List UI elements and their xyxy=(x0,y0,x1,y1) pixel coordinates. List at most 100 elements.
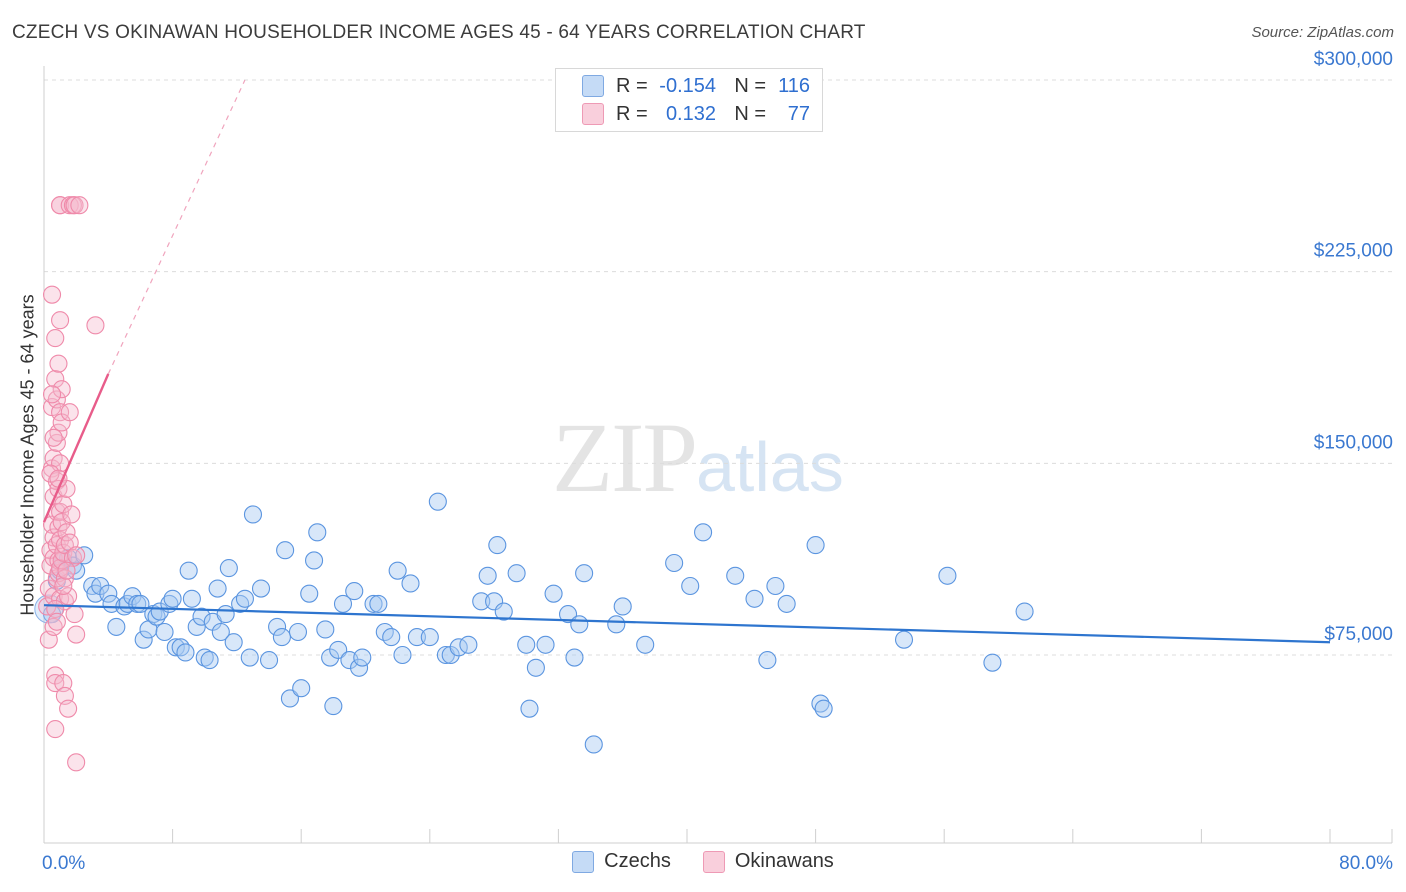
r-value: 0.132 xyxy=(665,102,716,125)
czech-point xyxy=(507,564,526,583)
series-legend: Czechs Okinawans xyxy=(0,850,1406,873)
czech-point xyxy=(208,579,227,598)
czech-point xyxy=(488,536,507,555)
czechs-swatch xyxy=(582,75,604,97)
source-label: Source: ZipAtlas.com xyxy=(1251,24,1394,41)
czech-point xyxy=(268,617,287,636)
okinawan-point xyxy=(57,561,76,580)
czech-point xyxy=(353,648,372,667)
czech-point xyxy=(308,523,327,542)
okinawan-point xyxy=(42,385,62,404)
czech-point xyxy=(478,566,497,585)
y-tick-label-3: $300,000 xyxy=(1314,49,1393,70)
czech-point xyxy=(259,651,279,670)
okinawans-legend-label: Okinawans xyxy=(734,850,834,872)
okinawans-legend-swatch xyxy=(702,850,725,873)
okinawan-point xyxy=(59,587,78,606)
czech-point xyxy=(333,594,353,613)
okinawan-point xyxy=(59,699,78,718)
czech-point xyxy=(216,605,235,624)
czech-point xyxy=(526,658,545,677)
okinawan-point xyxy=(70,196,89,215)
okinawan-point xyxy=(46,329,65,348)
czech-trend-line xyxy=(43,604,1331,644)
okinawan-point xyxy=(49,423,68,442)
czech-point xyxy=(187,617,206,636)
legend-item-czechs[interactable]: Czechs xyxy=(572,850,671,873)
czech-point xyxy=(777,594,796,613)
r-label: R = xyxy=(616,102,648,125)
czech-point xyxy=(235,589,254,608)
okinawan-point xyxy=(52,513,71,532)
czech-point xyxy=(420,628,439,647)
czechs-legend-label: Czechs xyxy=(604,850,671,872)
stats-legend: R = -0.154 N = 116 R = 0.132 N = 77 xyxy=(555,68,823,132)
czech-point xyxy=(575,564,594,583)
czech-point xyxy=(107,617,126,636)
czech-point xyxy=(393,645,412,665)
czech-point xyxy=(219,559,238,578)
czech-point xyxy=(544,584,563,603)
czech-point xyxy=(565,648,584,667)
okinawan-point xyxy=(67,753,86,772)
czech-point xyxy=(517,635,536,654)
chart-title: CZECH VS OKINAWAN HOUSEHOLDER INCOME AGE… xyxy=(12,22,866,43)
czech-point xyxy=(745,589,764,608)
czech-point xyxy=(243,505,263,524)
czech-point xyxy=(459,635,478,654)
czech-point xyxy=(401,574,420,593)
okinawan-point xyxy=(52,380,71,399)
okinawan-point xyxy=(49,354,68,373)
okinawan-point xyxy=(54,576,73,596)
czech-point xyxy=(251,579,271,598)
czech-point xyxy=(494,602,513,621)
legend-row-czechs: R = -0.154 N = 116 xyxy=(582,72,810,100)
czech-point xyxy=(369,594,388,613)
czech-point xyxy=(272,628,291,647)
czech-point xyxy=(938,566,957,585)
y-tick-label-2: $225,000 xyxy=(1314,241,1393,262)
okinawan-point xyxy=(51,196,70,215)
czech-point xyxy=(584,735,603,754)
n-label: N = xyxy=(734,102,766,125)
czech-point xyxy=(428,492,447,511)
czech-point xyxy=(182,589,201,608)
czech-point xyxy=(240,648,259,667)
czech-point xyxy=(681,576,700,596)
czech-point xyxy=(607,615,626,634)
n-value: 116 xyxy=(778,74,810,97)
x-tick-label-1: 80.0% xyxy=(1339,853,1393,874)
czech-point xyxy=(305,551,324,570)
czech-point xyxy=(364,594,383,613)
czech-point xyxy=(806,536,825,555)
czech-point xyxy=(224,633,243,652)
czech-point xyxy=(195,648,214,667)
okinawan-point xyxy=(62,505,81,524)
czech-point xyxy=(536,635,555,654)
czech-point xyxy=(300,584,319,603)
czech-point xyxy=(726,566,745,585)
okinawan-trend-extension xyxy=(107,79,246,375)
czech-point xyxy=(1015,602,1034,621)
watermark-atlas: atlas xyxy=(696,428,844,506)
r-value: -0.154 xyxy=(659,74,716,97)
legend-item-okinawans[interactable]: Okinawans xyxy=(702,850,834,873)
czech-point xyxy=(288,622,308,642)
czech-point xyxy=(329,640,348,659)
czech-point xyxy=(472,592,491,611)
okinawan-point xyxy=(51,311,70,330)
okinawans-swatch xyxy=(582,103,604,125)
czech-point xyxy=(276,541,295,560)
czech-point xyxy=(665,553,684,573)
okinawan-point xyxy=(57,523,76,542)
czech-point xyxy=(231,594,250,613)
czech-point xyxy=(694,523,713,542)
czech-point xyxy=(407,628,426,647)
czech-point xyxy=(520,699,539,718)
czech-point xyxy=(292,679,311,698)
czech-point xyxy=(316,620,335,639)
okinawan-point xyxy=(44,617,63,636)
czech-point xyxy=(280,689,299,708)
okinawan-point xyxy=(52,551,71,570)
